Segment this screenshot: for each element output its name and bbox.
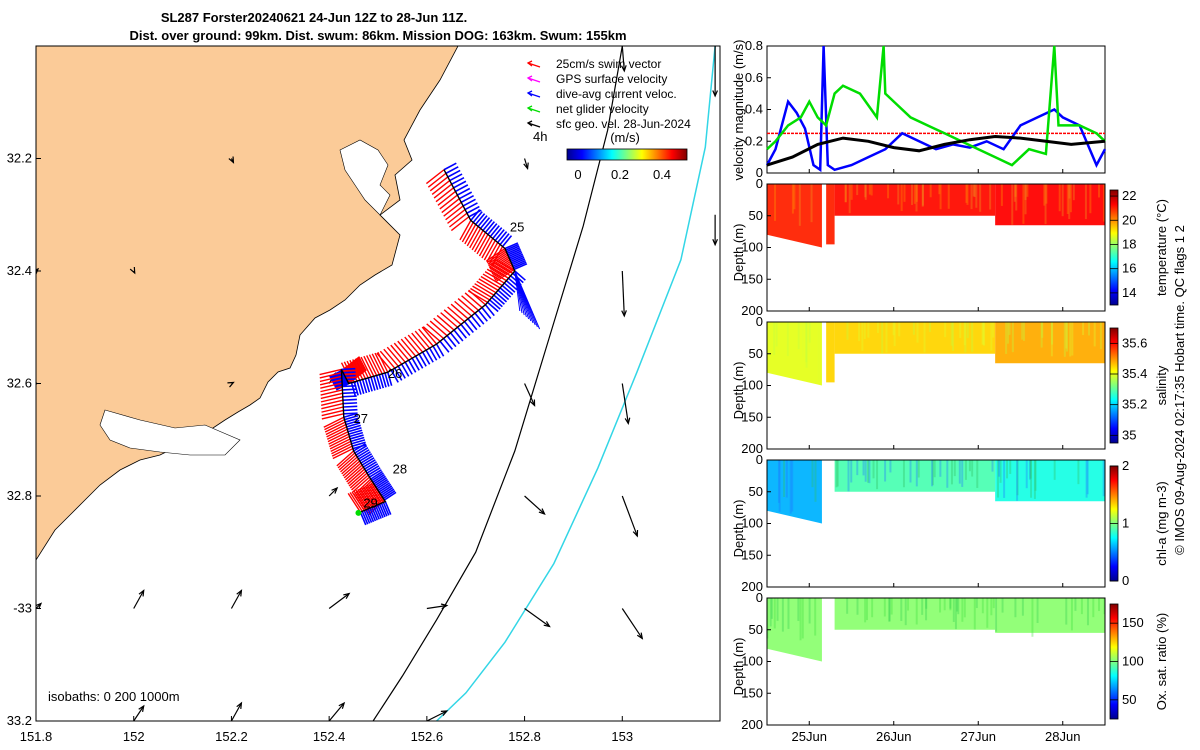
colorbar-label: salinity [1154,365,1169,405]
section-panels: 050100150200Depth (m)1416182022temperatu… [731,176,1169,732]
colorbar-tick-label: 50 [1122,692,1136,707]
section-y-tick-label: 0 [756,452,763,467]
day-label: 25 [510,220,524,235]
current-vector [341,369,355,370]
speed-colorbar-label: (m/s) [610,130,640,145]
current-vector [342,386,356,387]
map-x-tick-label: 152.6 [411,729,444,744]
colorbar-label: chl-a (mg m-3) [1154,481,1169,566]
section-y-tick-label: 50 [749,484,763,499]
legend-label: GPS surface velocity [556,72,667,86]
map-y-tick-label: -33 [13,601,32,616]
track-time-label: 4h [533,129,547,144]
time-tick-label: 27Jun [961,729,996,744]
velocity-panel: 00.20.40.60.8 velocity magnitude (m/s) [731,38,1105,180]
legend-label: 25cm/s swim vector [556,57,661,71]
section-data-patch [826,184,834,244]
glider-end-marker [355,510,361,516]
velocity-y-tick-label: 0.2 [745,133,763,148]
figure-title-line1: SL287 Forster20240621 24-Jun 12Z to 28-J… [161,10,467,25]
map-panel: 25 26 27 28 29 151.8 152 152.2 152.4 152.6 152.8 1… [7,46,720,744]
current-vector [343,399,357,400]
section-y-tick-label: 0 [756,314,763,329]
isobath-note: isobaths: 0 200 1000m [48,689,180,704]
colorbar-tick-label: 35.2 [1122,397,1147,412]
colorbar-tick-label: 35.4 [1122,366,1147,381]
speed-colorbar-tick: 0.4 [653,167,671,182]
map-x-tick-label: 153 [611,729,633,744]
section-ylabel: Depth (m) [731,638,746,696]
map-y-tick-label: 32.6 [7,376,32,391]
section-y-tick-label: 50 [749,208,763,223]
section-ylabel: Depth (m) [731,500,746,558]
current-vector [342,379,356,380]
speed-colorbar-tick: 0.2 [611,167,629,182]
colorbar-tick-label: 1 [1122,516,1129,531]
day-label: 28 [393,462,407,477]
figure-canvas: SL287 Forster20240621 24-Jun 12Z to 28-J… [0,0,1200,750]
section-y-tick-label: 0 [756,590,763,605]
section-ylabel: Depth (m) [731,224,746,282]
time-tick-label: 25Jun [792,729,827,744]
velocity-y-tick-label: 0.4 [745,102,763,117]
speed-colorbar-tick: 0 [574,167,581,182]
day-label: 26 [388,366,402,381]
colorbar-tick-label: 22 [1122,188,1136,203]
time-tick-label: 26Jun [876,729,911,744]
current-vector [342,389,356,390]
colorbar-tick-label: 18 [1122,236,1136,251]
section-data-patch [826,322,834,382]
colorbar-tick-label: 2 [1122,458,1129,473]
current-vector [342,376,356,377]
section-colorbar [1110,190,1118,305]
current-vector [343,396,357,397]
colorbar-tick-label: 35 [1122,427,1136,442]
section-y-tick-label: 200 [741,717,763,732]
map-y-tick-label: 33.2 [7,713,32,728]
colorbar-tick-label: 35.6 [1122,335,1147,350]
map-x-tick-label: 152.2 [215,729,248,744]
colorbar-tick-label: 20 [1122,212,1136,227]
legend-label: dive-avg current veloc. [556,87,677,101]
map-x-tick-label: 152.8 [508,729,541,744]
velocity-lines [767,46,1105,170]
colorbar-label: Ox. sat. ratio (%) [1154,613,1169,711]
day-label: 27 [354,411,368,426]
colorbar-tick-label: 14 [1122,285,1136,300]
section-y-tick-label: 50 [749,346,763,361]
section-data-patch [835,460,996,492]
geo-vector [525,721,545,729]
time-tick-label: 28Jun [1045,729,1080,744]
section-colorbar [1110,328,1118,443]
footer-credit: © IMOS 09-Aug-2024 02:17:35 Hobart time.… [1172,225,1187,555]
legend-label: sfc geo. vel. 28-Jun-2024 [556,117,691,131]
legend-label: net glider velocity [556,102,649,116]
figure-title-line2: Dist. over ground: 99km. Dist. swum: 86k… [129,28,626,43]
velocity-series-line [767,137,1105,166]
colorbar-tick-label: 0 [1122,573,1129,588]
colorbar-label: temperature (°C) [1154,199,1169,296]
section-data-patch [835,598,996,630]
map-y-tick-label: 32.8 [7,488,32,503]
section-y-tick-label: 0 [756,176,763,191]
section-y-tick-label: 50 [749,622,763,637]
current-vector [343,406,357,407]
map-x-tick-label: 152.4 [313,729,346,744]
map-y-tick-label: 32.2 [7,151,32,166]
current-vector [343,403,357,404]
velocity-y-tick-label: 0.6 [745,70,763,85]
current-vector [343,393,357,394]
day-label: 29 [363,495,377,510]
map-x-tick-label: 151.8 [20,729,53,744]
colorbar-tick-label: 150 [1122,615,1144,630]
map-y-tick-label: 32.4 [7,263,32,278]
section-ylabel: Depth (m) [731,362,746,420]
map-x-tick-label: 152 [123,729,145,744]
velocity-y-tick-label: 0.8 [745,38,763,53]
colorbar-tick-label: 16 [1122,261,1136,276]
colorbar-tick-label: 100 [1122,654,1144,669]
velocity-ylabel: velocity magnitude (m/s) [731,40,746,181]
